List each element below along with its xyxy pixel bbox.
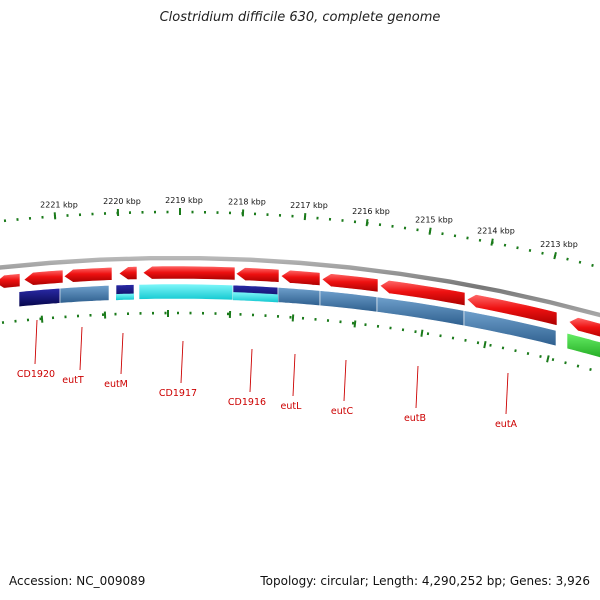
major-tick	[490, 238, 494, 246]
outer-tick-ring: 2221 kbp 2220 kbp 2219 kbp 2218 kbp 2217 kbp…	[3, 196, 594, 267]
gene-leader-line	[505, 372, 509, 415]
gene-label-eutb: eutB	[404, 413, 426, 424]
forward-cds-arrow	[63, 266, 113, 283]
forward-cds-arrow	[280, 269, 321, 286]
major-tick	[291, 314, 295, 322]
gene-label-cd1920: CD1920	[17, 369, 55, 380]
major-tick	[553, 252, 557, 260]
minor-tick	[566, 257, 569, 261]
minor-tick	[503, 243, 507, 247]
green-block	[566, 332, 600, 358]
gene-label-cd1916: CD1916	[228, 397, 266, 408]
reverse-strand-track	[18, 283, 600, 358]
tick-label: 2219 kbp	[165, 196, 203, 205]
gene-leader-line	[120, 332, 124, 375]
major-tick	[483, 341, 487, 349]
tick-label: 2213 kbp	[540, 240, 578, 249]
forward-cds-arrow	[379, 279, 466, 307]
steel-block	[463, 310, 557, 347]
major-tick	[40, 315, 44, 323]
gene-leader-line	[34, 319, 38, 365]
forward-cds-arrow	[23, 269, 64, 286]
minor-tick	[564, 361, 567, 365]
major-tick	[303, 213, 307, 221]
minor-tick	[539, 355, 542, 359]
minor-tick	[516, 246, 519, 250]
forward-strand-track	[0, 265, 600, 338]
tick-label: 2221 kbp	[40, 200, 78, 209]
cyan-block	[138, 283, 234, 301]
gene-label-cd1917: CD1917	[159, 388, 197, 399]
navy-block	[18, 287, 61, 308]
major-tick	[420, 329, 424, 337]
gene-label-eutm: eutM	[104, 379, 128, 390]
forward-cds-arrow	[118, 266, 138, 280]
gene-label-eutt: eutT	[62, 375, 84, 386]
tick-label: 2216 kbp	[352, 207, 390, 216]
genome-backbone	[0, 256, 600, 318]
major-tick	[365, 219, 369, 227]
forward-cds-arrow	[0, 273, 21, 289]
minor-tick	[578, 260, 582, 264]
inner-tick-ring	[1, 310, 592, 371]
gene-label-euta: eutA	[495, 419, 518, 430]
backbone-arc	[0, 256, 600, 318]
steel-block	[277, 286, 321, 307]
forward-cds-arrow	[235, 267, 280, 283]
major-tick	[53, 212, 57, 220]
steel-block	[319, 290, 378, 313]
forward-cds-arrow	[321, 273, 379, 293]
gene-leader-line	[343, 359, 347, 402]
cyan-block	[116, 293, 134, 301]
major-tick	[428, 227, 432, 235]
minor-tick	[591, 263, 594, 267]
genome-info-text: Topology: circular; Length: 4,290,252 bp…	[260, 574, 590, 588]
tick-label: 2215 kbp	[415, 216, 453, 225]
accession-text: Accession: NC_009089	[9, 574, 146, 588]
forward-cds-arrow	[142, 265, 236, 281]
minor-tick	[514, 349, 517, 353]
steel-block	[59, 285, 110, 304]
minor-tick	[541, 251, 544, 255]
gene-leader-line	[79, 326, 83, 371]
gene-leader-line	[180, 340, 184, 384]
minor-tick	[528, 248, 532, 252]
tick-label: 2214 kbp	[477, 227, 515, 236]
map-title: Clostridium difficile 630, complete geno…	[159, 10, 441, 25]
minor-tick	[551, 358, 555, 362]
cyan-block	[233, 292, 278, 303]
tick-label: 2218 kbp	[228, 197, 266, 206]
gene-label-eutl: eutL	[281, 401, 303, 412]
minor-tick	[526, 352, 530, 356]
gene-leader-line	[249, 348, 253, 393]
forward-cds-arrow	[466, 294, 558, 326]
tick-label: 2220 kbp	[103, 197, 141, 206]
gene-label-layer: CD1920 eutT eutM CD1917 CD1916 eutL eutC eutB eu…	[17, 319, 518, 430]
gene-leader-line	[415, 365, 419, 409]
minor-tick	[589, 367, 592, 371]
minor-tick	[501, 346, 505, 350]
major-tick	[546, 355, 550, 363]
minor-tick	[576, 364, 580, 368]
gene-label-eutc: eutC	[331, 406, 354, 417]
major-tick	[353, 320, 357, 328]
forward-cds-arrow	[568, 317, 600, 338]
gene-leader-line	[292, 353, 296, 397]
minor-tick	[489, 343, 492, 347]
tick-label: 2217 kbp	[290, 201, 328, 210]
